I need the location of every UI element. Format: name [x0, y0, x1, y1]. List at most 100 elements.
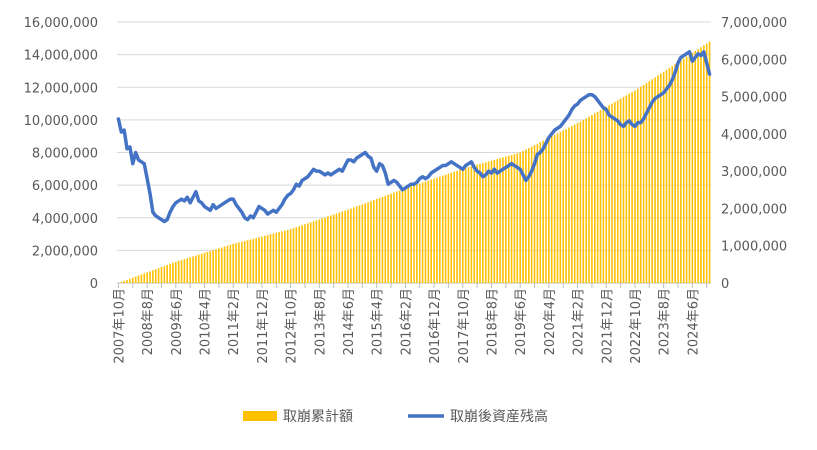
bar: [470, 166, 473, 283]
legend-label-bar: 取崩累計額: [283, 409, 353, 425]
x-tick-label: 2015年4月: [371, 288, 386, 355]
bar: [530, 146, 533, 283]
bar: [634, 90, 636, 283]
y-right-tick-label: 6,000,000: [721, 53, 787, 68]
bar: [559, 131, 562, 283]
bar: [659, 73, 662, 283]
bar: [542, 140, 544, 283]
bar: [149, 271, 151, 283]
bar: [243, 240, 246, 283]
bar: [206, 251, 209, 283]
bar: [410, 186, 412, 283]
bar: [395, 191, 398, 283]
bar: [705, 43, 708, 283]
bar: [473, 165, 476, 283]
bar: [588, 116, 590, 283]
x-tick-label: 2008年8月: [141, 288, 156, 355]
bar: [364, 203, 367, 283]
bar: [229, 244, 232, 283]
bar: [281, 231, 283, 283]
bar: [197, 254, 200, 283]
x-tick-label: 2010年4月: [199, 288, 214, 355]
y-left-tick-label: 4,000,000: [32, 212, 98, 227]
bar: [536, 143, 539, 283]
bar: [157, 268, 160, 283]
bar: [651, 79, 653, 283]
bar: [329, 215, 332, 283]
bar: [266, 235, 269, 283]
y-right-tick-label: 3,000,000: [721, 165, 787, 180]
x-tick-label: 2017年10月: [457, 288, 472, 364]
bar: [284, 230, 286, 283]
legend-label-line: 取崩後資産残高: [450, 408, 548, 425]
bar: [407, 187, 410, 283]
bar: [421, 182, 424, 283]
bar: [677, 62, 679, 283]
bar: [450, 172, 453, 283]
bar: [232, 243, 235, 283]
bar: [476, 164, 478, 283]
bar: [487, 161, 490, 283]
y-left-tick-label: 10,000,000: [24, 114, 98, 129]
bar: [370, 201, 372, 283]
bar: [582, 119, 585, 283]
bar: [413, 185, 415, 283]
bar: [654, 77, 656, 283]
bar: [556, 133, 559, 283]
bar: [708, 41, 711, 284]
bar: [616, 100, 619, 283]
bar: [278, 232, 280, 283]
bar: [645, 82, 648, 284]
bar: [390, 193, 392, 283]
bar: [608, 105, 610, 283]
bar: [212, 250, 214, 283]
bar: [418, 183, 421, 283]
bar: [637, 88, 639, 284]
y-right-tick-label: 1,000,000: [721, 240, 787, 255]
bar: [642, 84, 645, 283]
y-left-tick-label: 0: [90, 277, 98, 292]
bar: [367, 202, 369, 283]
bar: [203, 252, 206, 283]
bar: [341, 211, 344, 283]
bar: [373, 200, 375, 283]
bar: [192, 256, 194, 283]
bar: [355, 206, 358, 283]
x-tick-label: 2018年8月: [485, 288, 500, 355]
bar: [539, 142, 542, 283]
bar: [384, 195, 387, 283]
bar: [218, 248, 220, 283]
x-axis: 2007年10月 2008年8月 2009年6月 2010年4月 2011年2月 2011…: [112, 283, 708, 364]
x-tick-label: 2016年12月: [428, 288, 443, 364]
bar: [186, 258, 189, 283]
bar: [393, 192, 395, 283]
bar: [183, 259, 186, 283]
bar: [137, 275, 140, 283]
bar: [304, 224, 306, 283]
bar: [180, 259, 183, 283]
bar: [671, 66, 674, 283]
bar: [625, 95, 628, 283]
bar: [447, 173, 450, 283]
bar: [347, 209, 349, 283]
bar: [261, 236, 263, 283]
bar: [599, 110, 602, 284]
bar: [352, 207, 355, 283]
bar: [220, 247, 223, 283]
bar: [401, 189, 404, 283]
x-tick-label: 2009年6月: [170, 288, 185, 355]
bar: [691, 52, 694, 283]
bar: [332, 214, 335, 283]
bar: [441, 175, 444, 283]
bar: [461, 168, 464, 283]
y-left-tick-label: 2,000,000: [32, 244, 98, 259]
bar: [200, 253, 203, 283]
bar: [344, 210, 346, 283]
legend-swatch-bar: [243, 411, 277, 421]
bar: [591, 114, 593, 283]
bar: [289, 229, 292, 283]
bar: [479, 163, 481, 283]
bar: [482, 163, 484, 283]
bar: [309, 222, 312, 283]
bar: [358, 205, 361, 283]
